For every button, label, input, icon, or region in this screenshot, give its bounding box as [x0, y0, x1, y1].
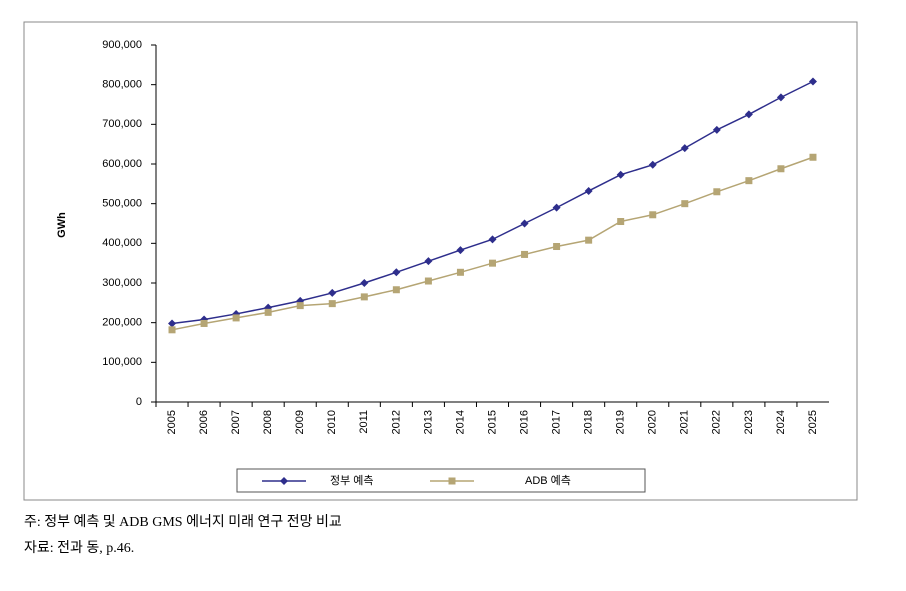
x-tick-label: 2016 — [518, 410, 530, 434]
source: 자료: 전과 동, p.46. — [24, 540, 134, 556]
y-tick-label: 800,000 — [102, 79, 142, 91]
data-point — [520, 219, 529, 228]
x-tick-label: 2022 — [711, 410, 723, 434]
x-tick-label: 2005 — [166, 410, 178, 434]
data-point — [200, 319, 208, 327]
x-tick-label: 2018 — [583, 410, 595, 434]
data-point — [745, 177, 753, 185]
data-point — [680, 144, 689, 153]
x-tick-label: 2025 — [807, 410, 819, 434]
data-point — [168, 319, 177, 328]
x-tick-label: 2024 — [775, 410, 787, 434]
x-tick-label: 2006 — [198, 410, 210, 434]
x-tick-label: 2010 — [326, 410, 338, 434]
chart-frame — [23, 21, 858, 501]
data-point — [681, 200, 689, 208]
data-point — [424, 257, 433, 266]
data-point — [521, 250, 529, 258]
data-point — [456, 268, 464, 276]
x-tick-label: 2019 — [615, 410, 627, 434]
legend-marker — [280, 477, 288, 485]
data-point — [168, 326, 176, 334]
legend-marker — [448, 477, 456, 485]
data-point — [617, 218, 625, 226]
x-tick-label: 2021 — [679, 410, 691, 434]
data-point — [713, 188, 721, 196]
data-point — [648, 160, 657, 169]
data-point — [360, 279, 369, 287]
legend-box — [236, 468, 646, 493]
x-tick-label: 2023 — [743, 410, 755, 434]
x-tick-label: 2011 — [358, 410, 370, 434]
data-point — [488, 235, 497, 244]
data-point — [616, 170, 625, 179]
data-point — [584, 186, 593, 195]
legend-label: 정부 예측 — [330, 474, 374, 487]
y-tick-label: 100,000 — [102, 356, 142, 368]
y-tick-label: 700,000 — [102, 118, 142, 130]
data-point — [424, 277, 432, 285]
data-point — [744, 110, 753, 119]
data-point — [489, 259, 496, 267]
legend-label: ADB 예측 — [525, 474, 571, 487]
y-tick-label: 0 — [136, 396, 142, 408]
x-tick-label: 2007 — [230, 410, 242, 434]
y-axis-label: GWh — [56, 212, 68, 238]
series-line — [171, 80, 814, 325]
x-tick-label: 2008 — [262, 410, 274, 434]
data-point — [264, 308, 272, 316]
y-tick-label: 600,000 — [102, 158, 142, 170]
data-point — [777, 165, 785, 173]
y-tick-label: 500,000 — [102, 198, 142, 210]
data-point — [776, 93, 785, 102]
x-tick-label: 2009 — [294, 410, 306, 434]
x-tick-label: 2014 — [454, 410, 466, 434]
note: 주: 정부 예측 및 ADB GMS 에너지 미래 연구 전망 비교 — [24, 514, 342, 530]
x-tick-label: 2015 — [486, 410, 498, 434]
data-point — [232, 314, 240, 322]
x-tick-label: 2012 — [390, 410, 402, 434]
y-tick-label: 900,000 — [102, 39, 142, 51]
y-tick-label: 400,000 — [102, 237, 142, 249]
x-tick-label: 2017 — [551, 410, 563, 434]
data-point — [552, 203, 561, 212]
data-point — [808, 77, 817, 86]
data-point — [649, 211, 657, 219]
x-tick-label: 2013 — [422, 410, 434, 434]
y-tick-label: 200,000 — [102, 317, 142, 329]
data-point — [712, 125, 721, 134]
x-tick-label: 2020 — [647, 410, 659, 434]
data-point — [392, 286, 400, 294]
data-point — [328, 288, 337, 297]
data-point — [360, 293, 368, 301]
data-point — [328, 300, 336, 308]
data-point — [456, 246, 465, 255]
data-point — [809, 153, 817, 161]
data-point — [296, 302, 304, 310]
y-tick-label: 300,000 — [102, 277, 142, 289]
data-point — [585, 236, 593, 244]
data-point — [392, 268, 401, 277]
data-point — [553, 243, 561, 251]
